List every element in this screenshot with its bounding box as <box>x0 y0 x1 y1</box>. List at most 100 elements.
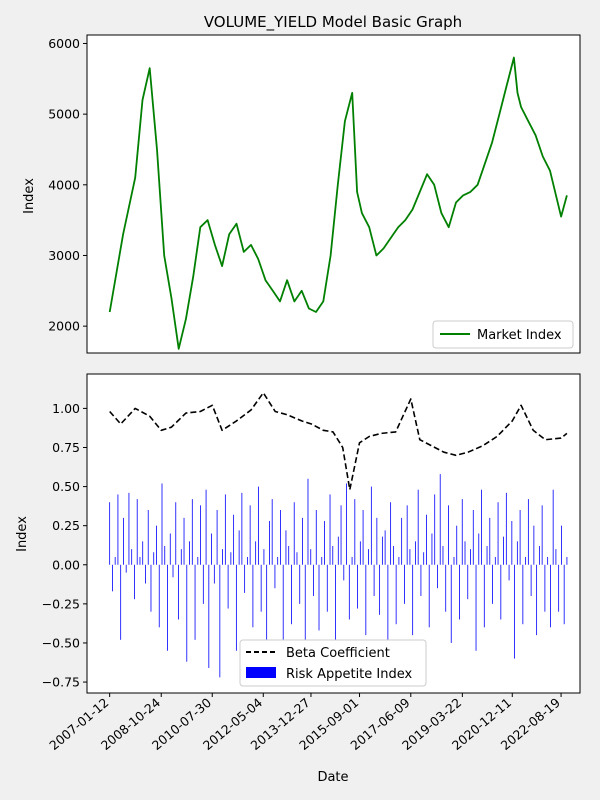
risk-appetite-bar <box>153 552 155 565</box>
risk-appetite-bar <box>370 486 372 565</box>
risk-appetite-bar <box>555 549 557 565</box>
risk-appetite-bar <box>213 564 215 584</box>
risk-appetite-bar <box>255 541 257 565</box>
risk-appetite-bar <box>351 556 353 565</box>
beta-coefficient-legend-label: Beta Coefficient <box>286 646 390 661</box>
risk-appetite-bar <box>461 499 463 565</box>
risk-appetite-bar <box>470 549 471 565</box>
risk-appetite-bar <box>156 525 157 565</box>
risk-appetite-bar <box>197 556 199 565</box>
risk-appetite-bar <box>139 556 141 565</box>
risk-appetite-bar <box>439 474 441 565</box>
risk-appetite-bar <box>216 510 218 565</box>
risk-appetite-bar <box>208 564 210 668</box>
risk-appetite-bar <box>167 564 168 651</box>
risk-appetite-bar <box>368 549 369 565</box>
risk-appetite-bar <box>359 541 361 565</box>
risk-appetite-bar <box>302 517 303 565</box>
risk-appetite-bar <box>381 536 383 565</box>
risk-appetite-bar <box>178 564 179 620</box>
risk-appetite-bar <box>459 564 460 620</box>
risk-appetite-bar <box>269 520 270 565</box>
risk-appetite-bars <box>109 474 568 678</box>
risk-appetite-bar <box>326 564 328 612</box>
risk-appetite-bar <box>445 564 447 612</box>
risk-appetite-bar <box>282 564 284 640</box>
top-y-tick-label: 4000 <box>48 177 80 192</box>
risk-appetite-bar <box>189 541 190 565</box>
risk-appetite-bar <box>494 556 496 565</box>
risk-appetite-bar <box>563 564 565 625</box>
risk-appetite-bar <box>431 533 433 565</box>
risk-appetite-bar <box>392 546 394 565</box>
risk-appetite-bar <box>398 556 400 565</box>
risk-appetite-bar <box>169 533 171 565</box>
risk-appetite-bar <box>263 549 265 565</box>
risk-appetite-bar <box>500 564 502 620</box>
risk-appetite-bar <box>404 564 405 604</box>
bottom-y-axis: −0.75 −0.50 −0.25 0.00 0.25 0.50 0.75 1.00 <box>42 401 87 690</box>
risk-appetite-bar <box>224 494 226 565</box>
risk-appetite-bar <box>384 530 386 565</box>
risk-appetite-bar <box>291 564 292 625</box>
risk-appetite-bar <box>114 556 116 565</box>
risk-appetite-bar <box>373 564 375 597</box>
risk-appetite-bar <box>249 505 251 565</box>
risk-appetite-bar <box>277 556 279 565</box>
risk-appetite-bar <box>324 520 325 565</box>
risk-appetite-bar <box>547 556 549 565</box>
top-y-tick-label: 2000 <box>48 319 80 334</box>
risk-appetite-bar <box>161 483 163 565</box>
risk-appetite-bar <box>329 494 331 565</box>
risk-appetite-bar <box>202 564 204 604</box>
risk-appetite-bar <box>527 499 529 565</box>
risk-appetite-bar <box>211 533 212 565</box>
risk-appetite-bar <box>233 514 235 565</box>
risk-appetite-bar <box>241 492 243 565</box>
bottom-y-axis-label: Index <box>15 516 30 552</box>
risk-appetite-bar <box>125 564 127 573</box>
risk-appetite-bar <box>428 564 430 628</box>
risk-appetite-bar <box>230 552 232 565</box>
risk-appetite-bar <box>310 549 312 565</box>
top-y-tick-label: 5000 <box>48 107 80 122</box>
risk-appetite-bar <box>415 541 416 565</box>
risk-appetite-bar <box>180 549 182 565</box>
risk-appetite-bar <box>238 530 240 565</box>
risk-appetite-bar <box>258 486 259 565</box>
x-axis-label: Date <box>317 770 348 785</box>
market-index-legend-label: Market Index <box>477 328 562 343</box>
risk-appetite-bar <box>409 549 411 565</box>
risk-appetite-bar <box>307 478 309 565</box>
risk-appetite-bar <box>313 564 314 597</box>
risk-appetite-bar <box>492 564 493 604</box>
risk-appetite-bar <box>348 564 350 620</box>
risk-appetite-bar <box>478 533 480 565</box>
risk-appetite-bar <box>235 564 237 651</box>
risk-appetite-bar <box>489 517 491 565</box>
risk-appetite-bar <box>550 564 551 628</box>
beta-coefficient-line <box>109 392 568 491</box>
risk-appetite-bar <box>194 564 196 640</box>
risk-appetite-bar <box>175 502 177 565</box>
risk-appetite-bar <box>172 564 174 578</box>
risk-appetite-bar <box>472 510 474 565</box>
risk-appetite-bar <box>406 505 408 565</box>
risk-appetite-bar <box>365 564 367 636</box>
risk-appetite-bar <box>464 541 466 565</box>
risk-appetite-bar <box>252 564 254 628</box>
bottom-y-tick-label: 0.50 <box>52 479 80 494</box>
risk-appetite-bar <box>123 517 124 565</box>
risk-appetite-bar <box>505 492 507 565</box>
bottom-y-tick-label: 0.25 <box>52 518 80 533</box>
risk-appetite-bar <box>131 549 133 565</box>
risk-appetite-bar <box>453 556 455 565</box>
risk-appetite-bar <box>293 502 295 565</box>
top-y-tick-label: 6000 <box>48 36 80 51</box>
risk-appetite-bar <box>109 502 111 565</box>
risk-appetite-bar <box>379 564 381 615</box>
risk-appetite-bar <box>486 546 488 565</box>
risk-appetite-bar <box>227 564 229 609</box>
risk-appetite-bar <box>395 564 397 625</box>
risk-appetite-bar <box>354 499 356 565</box>
